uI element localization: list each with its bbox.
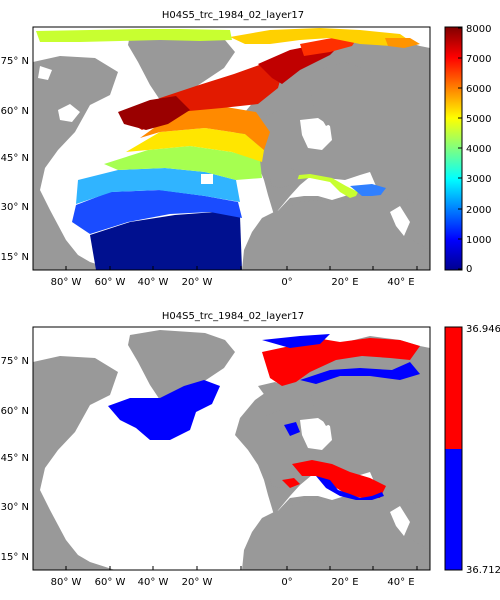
svg-text:4000: 4000	[466, 144, 491, 155]
svg-text:40° W: 40° W	[138, 277, 169, 288]
svg-text:75° N: 75° N	[1, 56, 29, 67]
svg-text:80° W: 80° W	[51, 277, 82, 288]
greenland	[128, 30, 235, 104]
svg-text:40° W: 40° W	[138, 577, 169, 588]
svg-text:0°: 0°	[281, 277, 292, 288]
svg-text:15° N: 15° N	[1, 252, 29, 263]
svg-text:40° E: 40° E	[387, 277, 414, 288]
svg-text:36.946: 36.946	[466, 324, 500, 335]
colorbar-red-class	[445, 327, 462, 449]
top-map-title: H04S5_trc_1984_02_layer17	[161, 10, 305, 21]
colorbar-blue-class	[445, 449, 462, 570]
svg-text:60° W: 60° W	[95, 577, 126, 588]
bottom-colorbar: 36.946 36.712	[444, 324, 500, 576]
svg-text:45° N: 45° N	[1, 453, 29, 464]
svg-text:0°: 0°	[281, 577, 292, 588]
svg-text:80° W: 80° W	[51, 577, 82, 588]
top-map-area	[33, 27, 430, 270]
svg-text:36.712: 36.712	[466, 565, 500, 576]
bottom-map-area	[33, 327, 430, 570]
bottom-map-title: H04S5_trc_1984_02_layer17	[161, 311, 305, 322]
svg-text:15° N: 15° N	[1, 552, 29, 563]
svg-text:30° N: 30° N	[1, 502, 29, 513]
svg-text:60° N: 60° N	[1, 406, 29, 417]
top-data-field	[36, 28, 420, 270]
svg-text:20° E: 20° E	[331, 277, 358, 288]
top-lat-labels: 75° N 60° N 45° N 30° N 15° N	[1, 56, 29, 263]
top-lon-labels: 80° W 60° W 40° W 20° W 0° 20° E 40° E	[51, 277, 415, 288]
top-colorbar: 8000 7000 6000 5000 4000 3000 2000 1000 …	[444, 24, 491, 275]
svg-text:60° N: 60° N	[1, 106, 29, 117]
svg-text:8000: 8000	[466, 24, 491, 35]
svg-text:5000: 5000	[466, 114, 491, 125]
svg-text:2000: 2000	[466, 205, 491, 216]
top-map-figure: 80° W 60° W 40° W 20° W 0° 20° E 40° E 7…	[1, 24, 492, 288]
svg-text:1000: 1000	[466, 235, 491, 246]
svg-text:20° W: 20° W	[182, 577, 213, 588]
svg-text:40° E: 40° E	[387, 577, 414, 588]
svg-text:20° E: 20° E	[331, 577, 358, 588]
svg-text:6000: 6000	[466, 84, 491, 95]
bottom-data-field	[108, 334, 420, 500]
bottom-lat-labels: 75° N 60° N 45° N 30° N 15° N	[1, 356, 29, 563]
bottom-map-figure: 80° W 60° W 40° W 20° W 0° 20° E 40° E 7…	[1, 324, 500, 588]
top-map-frame	[32, 26, 431, 271]
svg-text:3000: 3000	[466, 174, 491, 185]
svg-text:20° W: 20° W	[182, 277, 213, 288]
bottom-lon-labels: 80° W 60° W 40° W 20° W 0° 20° E 40° E	[51, 577, 415, 588]
africa	[242, 194, 430, 270]
bottom-lon-ticks	[65, 566, 418, 570]
svg-text:75° N: 75° N	[1, 356, 29, 367]
top-lon-ticks	[65, 266, 418, 270]
svg-text:30° N: 30° N	[1, 202, 29, 213]
svg-text:0: 0	[466, 264, 472, 275]
bottom-map-frame	[32, 326, 431, 571]
svg-text:7000: 7000	[466, 54, 491, 65]
svg-text:45° N: 45° N	[1, 153, 29, 164]
svg-text:60° W: 60° W	[95, 277, 126, 288]
